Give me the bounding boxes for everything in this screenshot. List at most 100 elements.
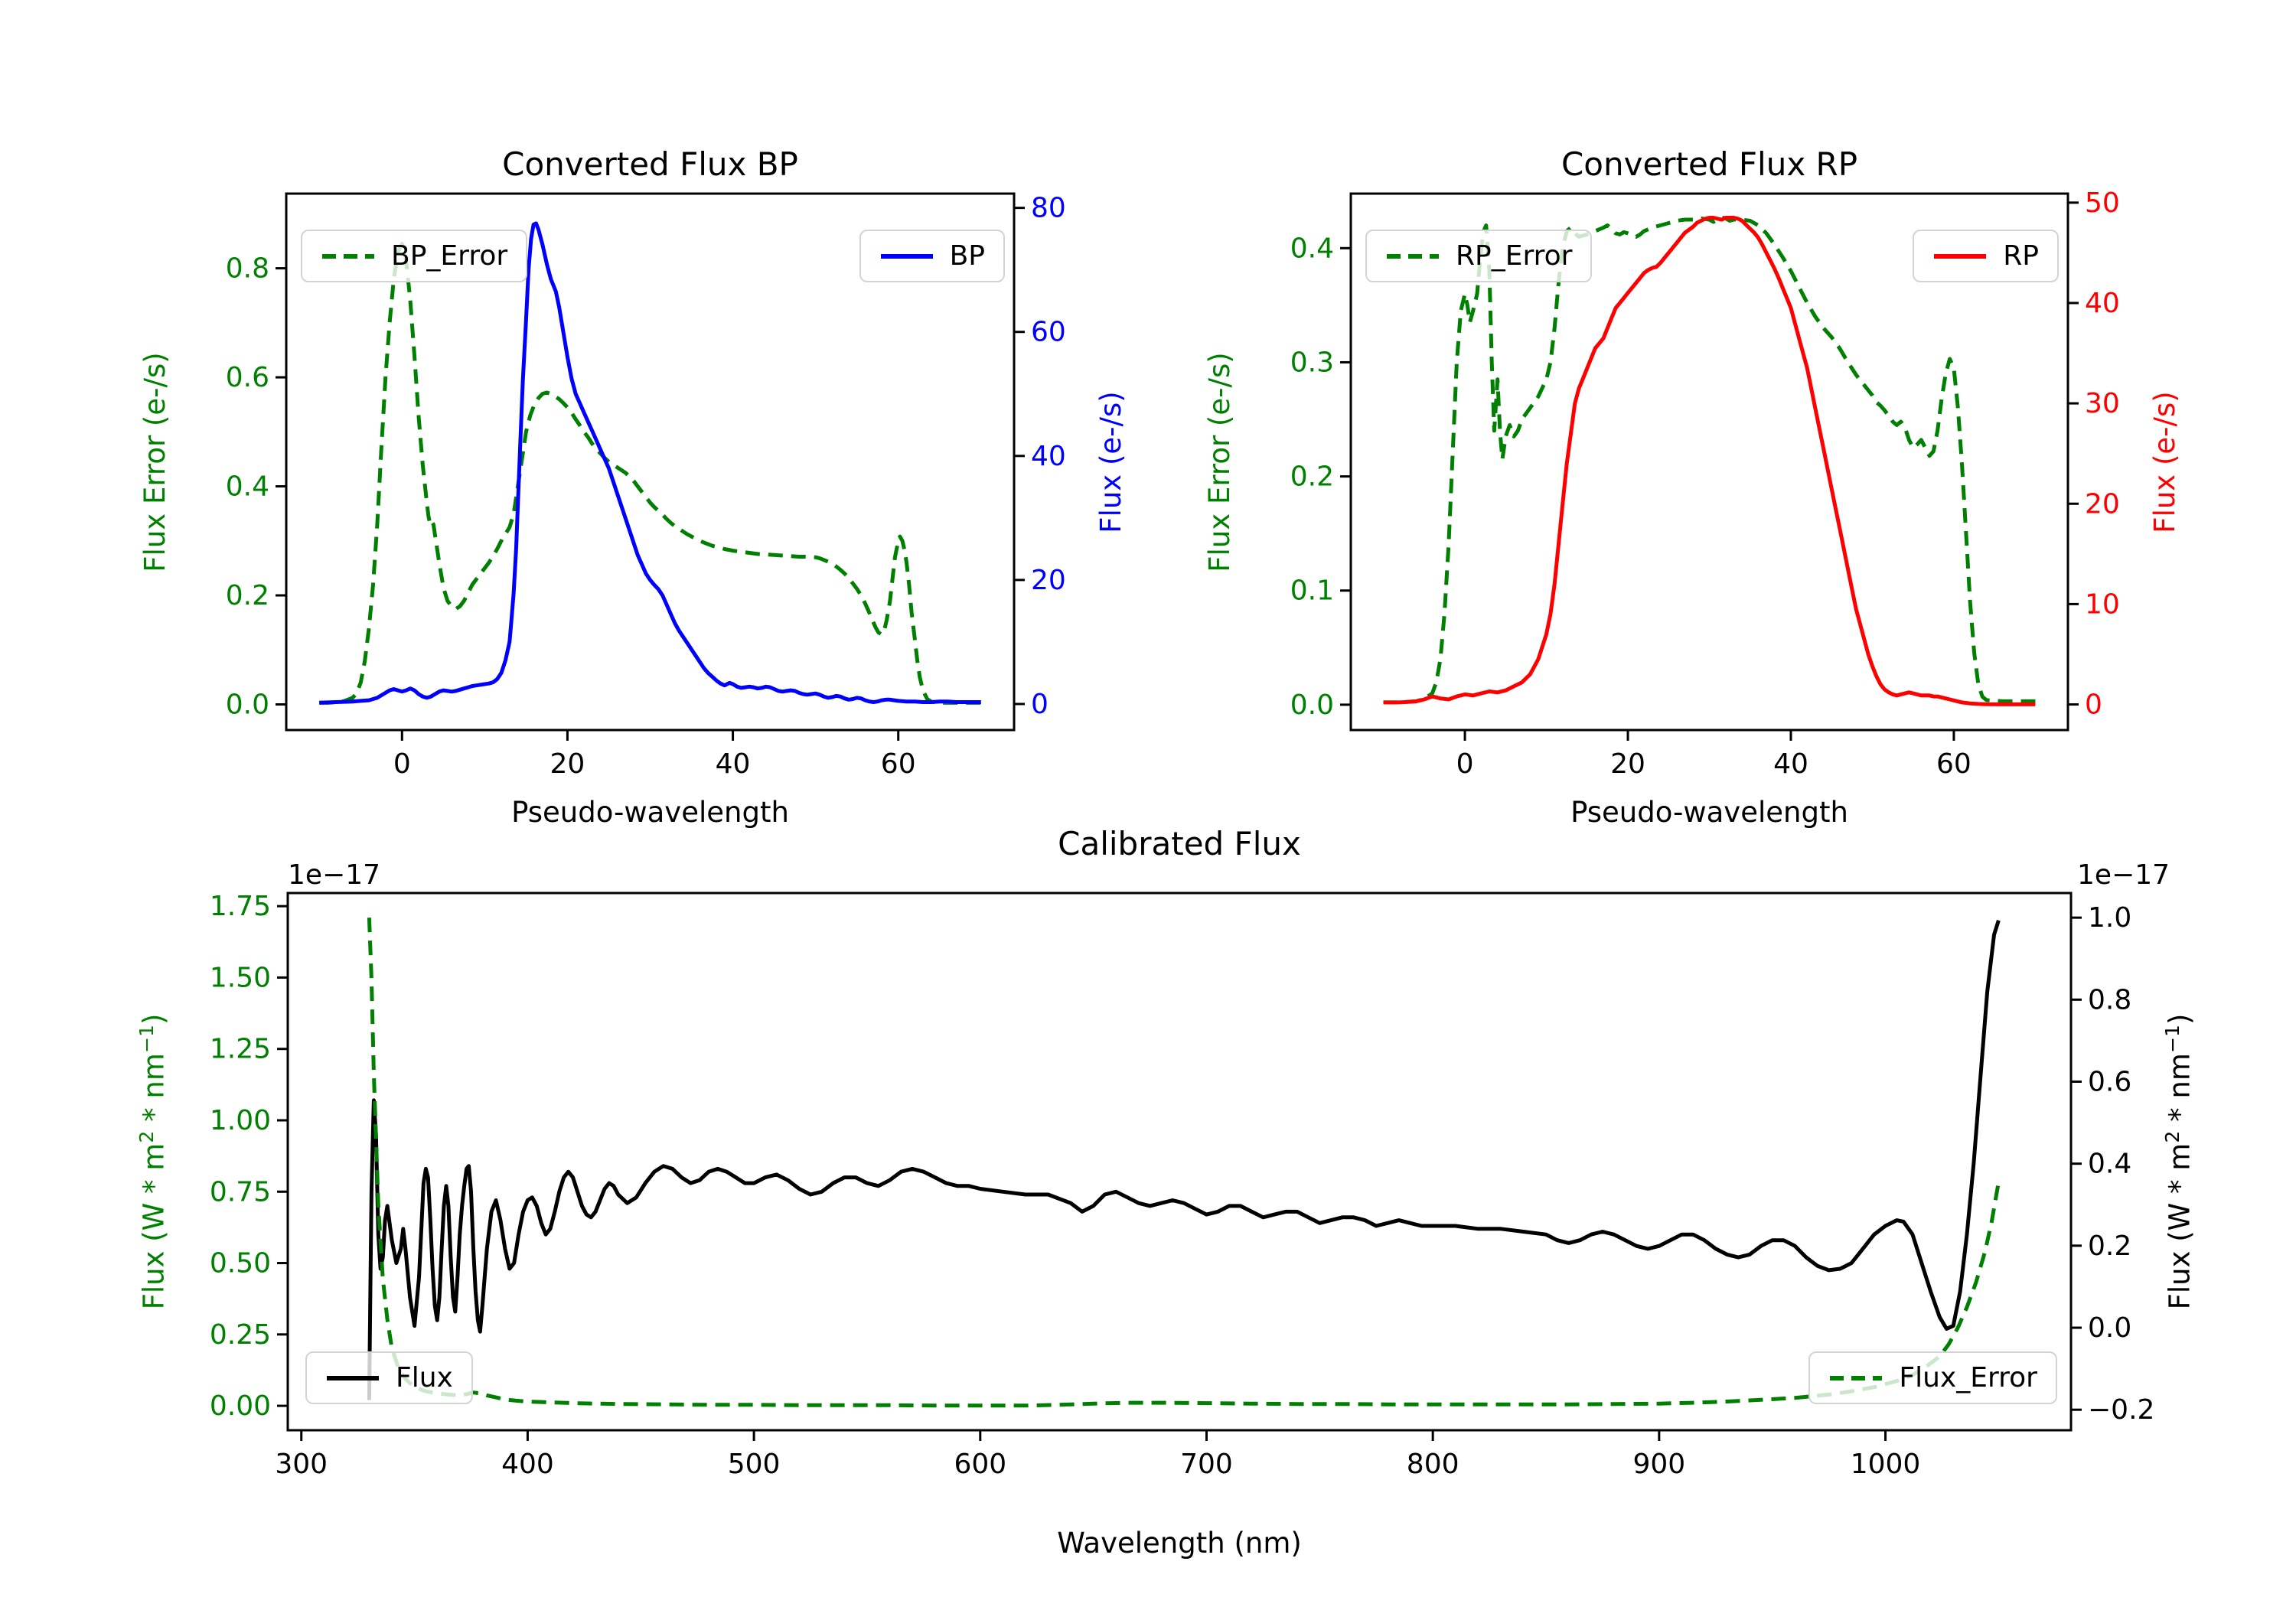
left-tick-label-cal: 1.00 (210, 1105, 271, 1136)
series-line-bp (319, 221, 981, 705)
x-tick-label-cal: 500 (728, 1449, 781, 1480)
legend-line-sample-flux (327, 1375, 379, 1380)
ylabel-bp-right: Flux (e-/s) (1094, 156, 1137, 768)
left-tick-label-rp: 0.4 (1290, 233, 1334, 264)
ylabel-cal-right: Flux (W * m2 * nm−1) (2161, 856, 2204, 1468)
axes-frame-rp (1349, 192, 2069, 732)
legend-label-flux_error: Flux_Error (1899, 1362, 2037, 1393)
right-tick-label-rp: 10 (2085, 588, 2120, 620)
legend-label-rp: RP (2003, 240, 2039, 272)
right-tick-label-rp: 50 (2085, 187, 2120, 219)
left-tick-label-rp: 0.1 (1290, 575, 1334, 607)
right-tick-label-bp: 0 (1031, 689, 1049, 720)
right-tick-label-cal: 0.2 (2088, 1231, 2131, 1262)
left-tick-label-cal: 0.00 (210, 1390, 271, 1422)
legend-bp: BP (859, 230, 1005, 282)
legend-flux: Flux (305, 1351, 473, 1404)
ylabel-rp-left-text: Flux Error (e-/s) (1203, 351, 1236, 572)
legend-flux_error: Flux_Error (1808, 1351, 2057, 1404)
left-tick-label-rp: 0.3 (1290, 347, 1334, 378)
x-tick-label-bp: 20 (550, 748, 585, 780)
right-tick-label-rp: 0 (2085, 689, 2102, 721)
xlabel-rp-pseudo-wavelength: Pseudo-wavelength (1570, 796, 1848, 829)
left-tick-label-cal: 0.75 (210, 1176, 271, 1208)
x-tick-label-bp: 0 (393, 748, 411, 780)
ylabel-rp-right: Flux (e-/s) (2148, 156, 2191, 768)
ylabel-bp-right-text: Flux (e-/s) (1094, 390, 1127, 533)
ylabel-cal-left-text: * nm (137, 1053, 171, 1131)
x-tick-label-cal: 400 (501, 1449, 554, 1480)
offset-text-left-cal: 1e−17 (288, 859, 380, 891)
panel-rp: 0 20 40 60 0.0 0.1 0.2 0.3 0.4 0 10 20 30 40 50 (1290, 187, 2120, 780)
left-tick-label-rp: 0.0 (1290, 689, 1334, 721)
ylabel-cal-right-text: * nm (2163, 1053, 2197, 1131)
ylabel-cal-left-sup: −1 (135, 1025, 158, 1054)
left-tick-label-rp: 0.2 (1290, 461, 1334, 493)
left-tick-label-cal: 1.25 (210, 1034, 271, 1065)
x-tick-label-bp: 40 (716, 748, 751, 780)
left-tick-label-cal: 1.50 (210, 962, 271, 993)
left-tick-label-bp: 0.4 (226, 471, 269, 503)
series-line-rp_error (1383, 215, 2036, 705)
left-tick-label-cal: 0.50 (210, 1248, 271, 1279)
legend-rp_error: RP_Error (1365, 230, 1593, 282)
legend-label-bp: BP (949, 240, 985, 272)
ylabel-cal-left-text: Flux (W * m (137, 1143, 171, 1310)
right-tick-label-bp: 40 (1031, 441, 1066, 472)
ylabel-cal-right-text: ) (2163, 1013, 2197, 1025)
series-line-bp_error (319, 242, 981, 705)
title-calibrated-flux: Calibrated Flux (1058, 825, 1301, 862)
left-tick-label-cal: 0.25 (210, 1319, 271, 1351)
right-tick-label-cal: 0.8 (2088, 984, 2131, 1015)
x-tick-label-cal: 600 (954, 1449, 1006, 1480)
left-tick-label-bp: 0.2 (226, 580, 269, 611)
legend-line-sample-rp_error (1387, 253, 1439, 259)
x-tick-label-rp: 20 (1610, 748, 1645, 780)
x-tick-label-cal: 300 (275, 1449, 328, 1480)
legend-label-bp_error: BP_Error (391, 240, 508, 272)
ylabel-cal-right-text: Flux (W * m (2163, 1143, 2197, 1310)
xlabel-bp-pseudo-wavelength: Pseudo-wavelength (511, 796, 789, 829)
legend-line-sample-bp_error (322, 253, 374, 259)
x-tick-label-cal: 700 (1180, 1449, 1233, 1480)
right-tick-label-rp: 30 (2085, 388, 2120, 419)
ylabel-cal-right-sup: 2 (2161, 1130, 2183, 1143)
right-tick-label-cal: 1.0 (2088, 902, 2131, 934)
panel-bp: 0 20 40 60 0.0 0.2 0.4 0.6 0.8 0 20 40 60 80 (226, 192, 1066, 780)
right-tick-label-cal: 0.0 (2088, 1312, 2131, 1344)
x-tick-label-cal: 800 (1407, 1449, 1459, 1480)
ylabel-bp-left-text: Flux Error (e-/s) (139, 351, 171, 572)
right-tick-label-rp: 40 (2085, 288, 2120, 319)
xlabel-cal-wavelength-nm: Wavelength (nm) (1057, 1527, 1302, 1560)
legend-label-flux: Flux (396, 1362, 453, 1393)
right-tick-label-cal: 0.4 (2088, 1149, 2131, 1180)
legend-label-rp_error: RP_Error (1456, 240, 1573, 272)
left-tick-label-cal: 1.75 (210, 891, 271, 922)
legend-rp: RP (1913, 230, 2059, 282)
title-converted-flux-rp: Converted Flux RP (1561, 145, 1858, 183)
x-tick-label-rp: 0 (1456, 748, 1474, 780)
x-tick-label-cal: 900 (1632, 1449, 1685, 1480)
series-line-rp (1383, 216, 2036, 706)
x-tick-label-rp: 40 (1773, 748, 1808, 780)
legend-line-sample-rp (1934, 253, 1987, 259)
ylabel-cal-left-text: ) (137, 1013, 171, 1025)
ylabel-cal-left-sup: 2 (135, 1130, 158, 1143)
right-tick-label-bp: 60 (1031, 317, 1066, 348)
legend-line-sample-flux_error (1830, 1375, 1883, 1380)
left-tick-label-bp: 0.0 (226, 689, 269, 721)
legend-line-sample-bp (880, 253, 933, 259)
ylabel-rp-left: Flux Error (e-/s) (1203, 156, 1246, 768)
axes-frame-bp (285, 192, 1016, 732)
right-tick-label-bp: 20 (1031, 565, 1066, 596)
x-tick-label-rp: 60 (1936, 748, 1971, 780)
title-converted-flux-bp: Converted Flux BP (502, 145, 798, 183)
right-tick-label-cal: −0.2 (2088, 1394, 2154, 1426)
ylabel-cal-left: Flux (W * m2 * nm−1) (135, 856, 178, 1468)
right-tick-label-cal: 0.6 (2088, 1067, 2131, 1098)
x-tick-label-cal: 1000 (1851, 1449, 1921, 1480)
legend-bp_error: BP_Error (301, 230, 528, 282)
right-tick-label-rp: 20 (2085, 488, 2120, 520)
